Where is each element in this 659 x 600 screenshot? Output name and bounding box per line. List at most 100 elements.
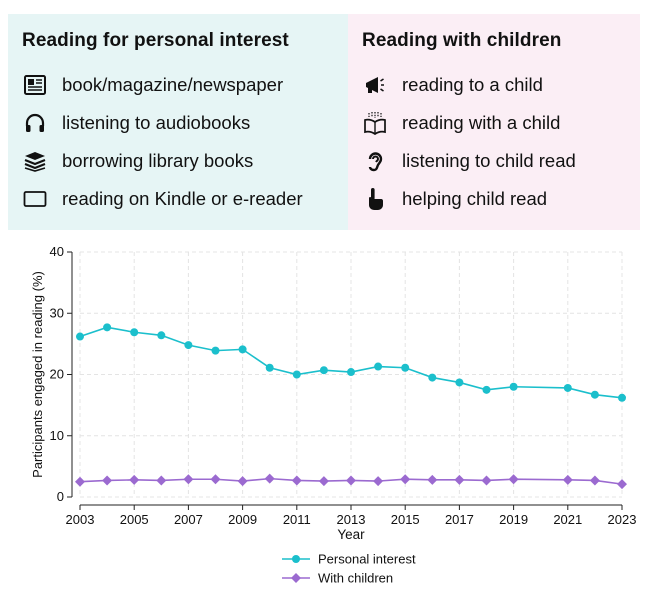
data-point [102, 475, 113, 486]
legend-item-label: reading to a child [402, 74, 543, 95]
data-point [211, 346, 220, 355]
legend-item-reading-to-child: reading to a child [362, 66, 634, 104]
e-reader-icon [22, 186, 48, 212]
series-personal-interest [76, 323, 626, 402]
data-point [563, 383, 572, 392]
x-tick-label: 2021 [553, 512, 582, 527]
grid-lines [79, 251, 623, 498]
legend-item-label: book/magazine/newspaper [62, 74, 284, 95]
data-point [319, 366, 328, 375]
data-point [292, 370, 301, 379]
data-point [508, 474, 519, 485]
data-point [103, 323, 112, 332]
personal-interest-legend-panel: Reading for personal interest book/magaz… [8, 14, 348, 230]
legend-item-label: reading with a child [402, 112, 561, 133]
data-point [291, 475, 302, 486]
data-point [454, 474, 465, 485]
with-children-legend-panel: Reading with children reading to a child… [348, 14, 640, 230]
data-point [482, 385, 491, 394]
data-point [618, 393, 626, 402]
data-point [401, 363, 410, 372]
legend-item-label: reading on Kindle or e-reader [62, 188, 303, 209]
legend-item-label: listening to audiobooks [62, 112, 251, 133]
data-point [562, 474, 573, 485]
data-point [427, 474, 438, 485]
axes: 0 10 20 30 40 2003 2005 2007 2009 2011 2013 2015 201… [30, 244, 636, 542]
data-point [265, 363, 274, 372]
series-line [79, 326, 623, 399]
x-tick-label: 2015 [391, 512, 420, 527]
legend-label: With children [318, 571, 393, 586]
headphones-icon [22, 110, 48, 136]
data-point [509, 382, 518, 391]
series [75, 323, 627, 490]
data-point [238, 345, 247, 354]
data-point [130, 328, 139, 337]
y-tick-label: 0 [57, 489, 64, 504]
legend-item-e-reader: reading on Kindle or e-reader [22, 180, 342, 218]
x-tick-label: 2019 [499, 512, 528, 527]
data-point [428, 373, 437, 382]
data-point [184, 341, 193, 350]
data-point [347, 368, 355, 377]
personal-interest-panel-title: Reading for personal interest [22, 30, 289, 51]
legend-label: Personal interest [318, 552, 416, 567]
data-point [589, 475, 600, 486]
y-axis-label: Participants engaged in reading (%) [30, 271, 45, 478]
x-tick-label: 2005 [120, 512, 149, 527]
data-point [318, 476, 329, 487]
ear-icon [362, 148, 388, 174]
data-point [264, 473, 275, 484]
chart-legend: Personal interest With children [282, 552, 416, 586]
y-tick-label: 20 [50, 367, 64, 382]
legend-item-reading-with-child: reading with a child [362, 104, 634, 142]
legend-item-library-books: borrowing library books [22, 142, 342, 180]
legend-swatch-marker [291, 573, 301, 583]
legend-item-label: helping child read [402, 188, 548, 209]
x-tick-label: 2007 [174, 512, 203, 527]
x-tick-label: 2009 [228, 512, 257, 527]
open-book-icon [362, 110, 388, 136]
x-tick-label: 2013 [337, 512, 366, 527]
data-point [346, 475, 356, 486]
x-tick-label: 2017 [445, 512, 474, 527]
x-tick-label: 2011 [283, 512, 311, 527]
newspaper-icon [22, 72, 48, 98]
data-point [237, 476, 248, 487]
data-point [373, 476, 384, 487]
x-tick-label: 2003 [66, 512, 95, 527]
megaphone-icon [362, 72, 388, 98]
x-tick-label: 2023 [608, 512, 637, 527]
data-point [481, 475, 492, 486]
legend-entry: With children [282, 571, 393, 586]
data-point [374, 362, 383, 371]
reading-participation-line-chart: 0 10 20 30 40 2003 2005 2007 2009 2011 2013 2015 201… [30, 244, 636, 586]
legend-entry: Personal interest [282, 552, 416, 567]
x-axis-label: Year [337, 527, 365, 542]
legend-item-newspaper: book/magazine/newspaper [22, 66, 342, 104]
with-children-panel-title: Reading with children [362, 30, 562, 51]
legend-item-helping-child: helping child read [362, 180, 634, 218]
data-point [183, 474, 194, 485]
book-stack-icon [22, 148, 48, 174]
data-point [129, 474, 140, 485]
y-tick-label: 10 [50, 428, 64, 443]
pointing-hand-icon [362, 186, 388, 212]
data-point [76, 332, 84, 341]
legend-item-listening-child: listening to child read [362, 142, 634, 180]
data-point [455, 378, 464, 387]
y-tick-label: 30 [50, 305, 64, 320]
data-point [210, 474, 221, 485]
legend-item-label: listening to child read [402, 150, 576, 171]
data-point [157, 331, 166, 340]
legend-item-label: borrowing library books [62, 150, 254, 171]
data-point [617, 479, 627, 490]
legend-swatch-marker [292, 555, 300, 563]
data-point [75, 476, 85, 487]
legend-item-audiobooks: listening to audiobooks [22, 104, 342, 142]
data-point [400, 474, 411, 485]
data-point [590, 390, 599, 399]
series-with-children [75, 473, 627, 490]
y-tick-label: 40 [50, 244, 64, 259]
data-point [156, 475, 167, 486]
